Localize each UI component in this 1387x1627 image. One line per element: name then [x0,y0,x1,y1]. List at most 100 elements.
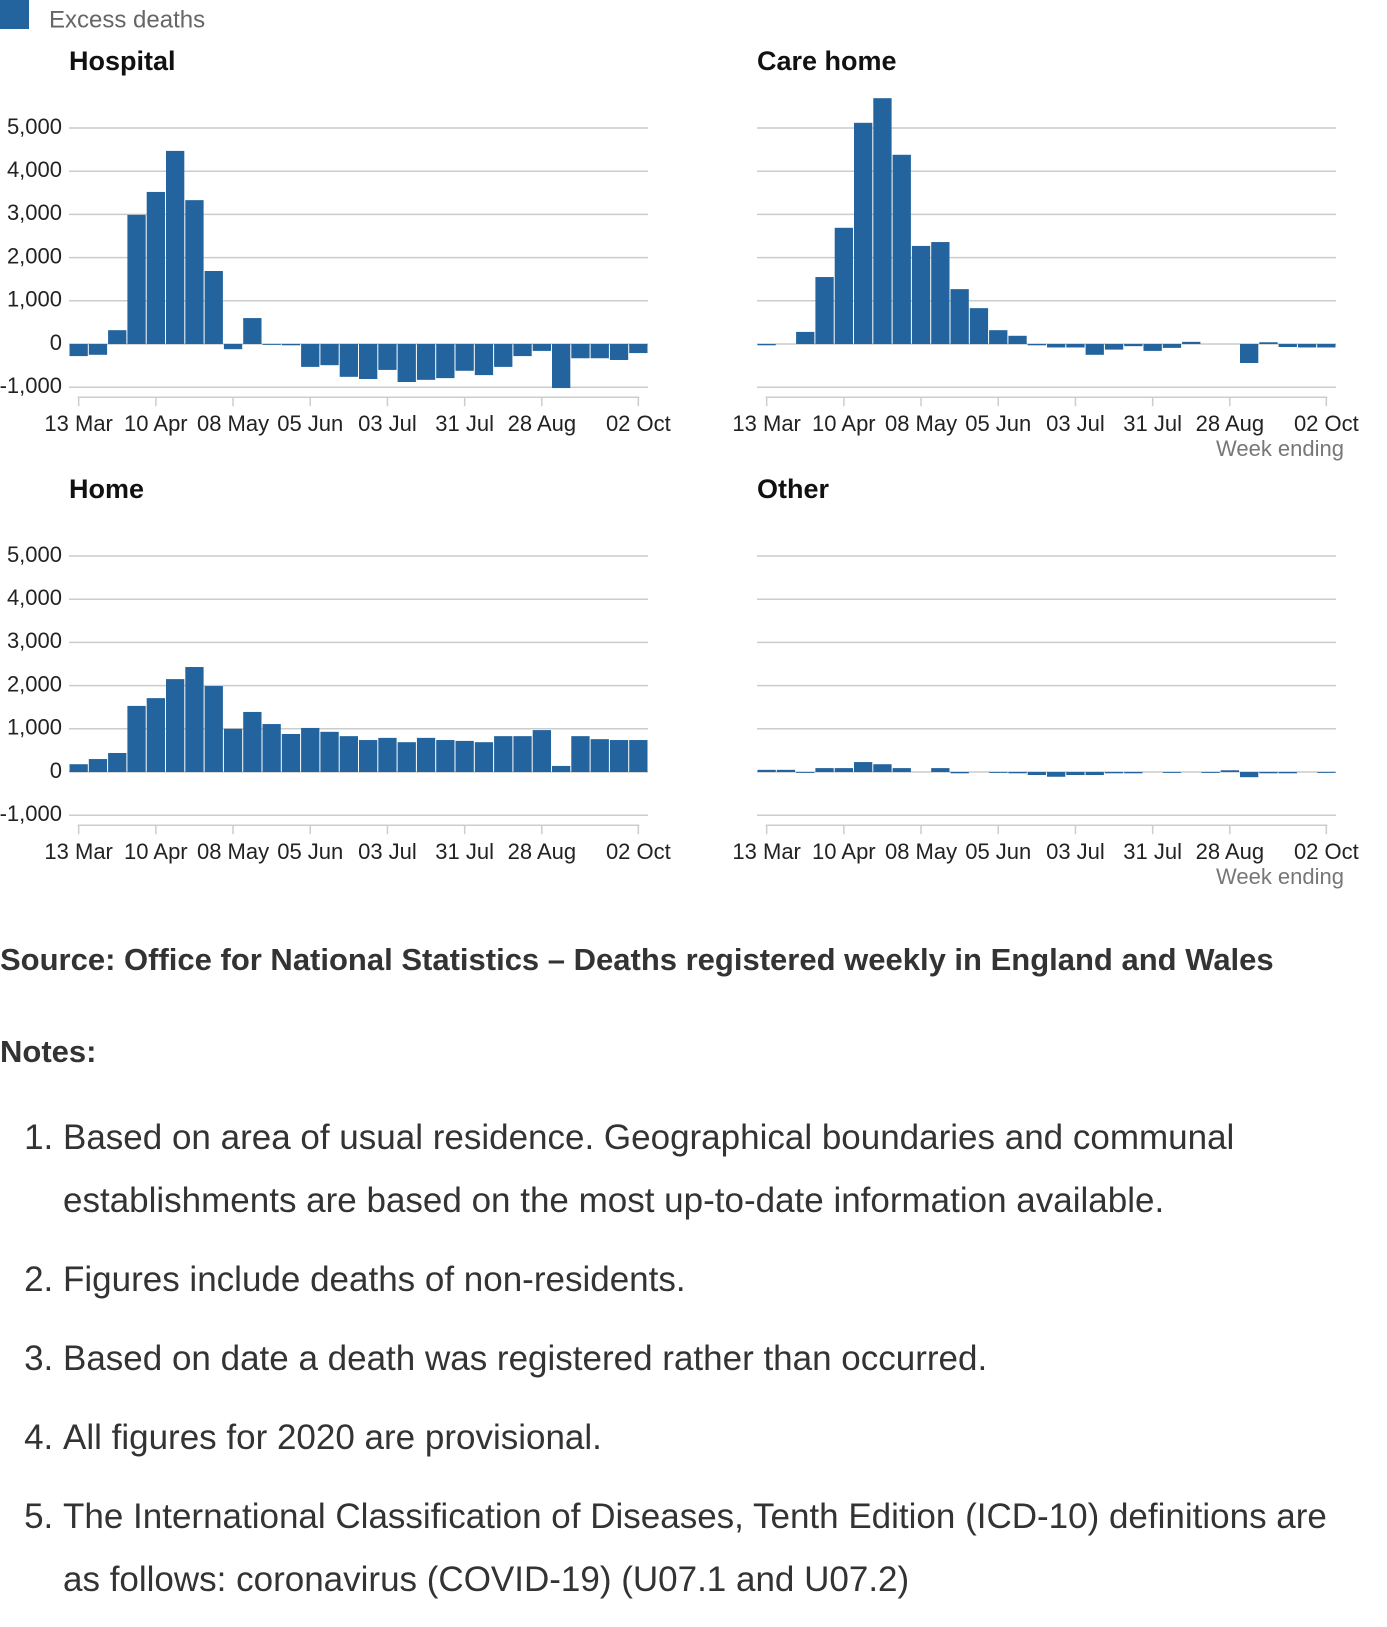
bar [1066,772,1085,776]
bar [88,759,108,772]
bar [204,686,223,772]
x-tick-label: 05 Jun [277,411,343,436]
x-tick-label: 08 May [885,411,957,436]
bar [474,742,494,772]
note: Based on date a death was registered rat… [63,1327,1363,1390]
bar [1162,772,1182,773]
bar [223,344,243,350]
bar [223,728,243,772]
bar [281,344,301,346]
note: The International Classification of Dise… [63,1485,1363,1611]
bar [397,344,416,383]
x-tick-label: 10 Apr [812,839,876,864]
bar [1066,344,1085,348]
bar [834,768,853,772]
bar [127,214,146,344]
x-tick-label: 10 Apr [124,839,188,864]
bar [243,711,262,772]
note: All figures for 2020 are provisional. [63,1406,1363,1469]
bar [1162,344,1182,348]
bar [185,667,204,772]
bar [1220,770,1239,772]
bar [834,227,853,344]
bar [629,344,648,354]
notes-section: Source: Office for National Statistics –… [0,934,1387,1627]
bar [262,724,281,772]
bar [1085,344,1104,355]
bar [911,245,931,344]
x-tick-label: 31 Jul [1123,839,1182,864]
x-tick-label: 28 Aug [1196,839,1265,864]
x-tick-label: 03 Jul [1046,839,1105,864]
bar [815,277,834,344]
bar [146,191,165,344]
bar [320,344,339,366]
source: Source: Office for National Statistics –… [0,942,1274,977]
bar [166,150,185,344]
bar [1259,342,1278,344]
bar [127,705,146,772]
bar [1008,772,1027,774]
note: Based on area of usual residence. Geogra… [63,1106,1363,1232]
bar [989,330,1008,344]
bar [378,344,397,370]
bar [989,772,1008,773]
bar [1317,344,1336,348]
y-tick-label: 1,000 [7,287,62,312]
bar [359,344,378,379]
bar [320,731,339,772]
bar [88,344,108,355]
x-tick-label: 02 Oct [1294,411,1359,436]
bar [378,737,397,772]
bar [1240,344,1259,364]
panel-title: Hospital [69,46,176,76]
y-tick-label: 1,000 [7,715,62,740]
bar [416,737,436,772]
x-tick-label: 13 Mar [44,839,112,864]
bar [108,752,127,772]
bar [552,765,571,772]
bar [1124,344,1143,347]
bar [494,736,513,772]
bar [416,344,436,380]
bar [776,769,796,772]
bar [1104,772,1124,774]
y-tick-label: 5,000 [7,114,62,139]
bar [931,768,950,772]
bar [532,344,551,351]
note: Figures include deaths of non-residents. [63,1248,1363,1311]
x-tick-label: 10 Apr [812,411,876,436]
bar [1278,772,1297,774]
chart-panel: Hospital -1,000 0 1,000 2,000 3,000 4,000 5,000… [0,46,671,436]
bar [854,122,873,344]
bar [474,344,494,376]
bar [69,344,88,357]
bar [436,344,455,379]
bar [243,318,262,344]
bar [950,772,969,774]
bar [359,740,378,772]
x-tick-label: 28 Aug [508,839,577,864]
bar [339,736,358,772]
bar [892,154,911,344]
bar [1297,344,1317,348]
x-tick-label: 03 Jul [1046,411,1105,436]
bar [1278,344,1297,348]
chart-panel: Care home 13 Mar 10 Apr 08 May 05 Jun 03 Jul 3… [732,46,1358,461]
x-tick-label: 02 Oct [1294,839,1359,864]
bar [108,330,127,344]
bar [532,730,551,772]
bar [757,769,776,772]
y-tick-label: 0 [50,758,62,783]
x-tick-label: 31 Jul [1123,411,1182,436]
bar [301,727,320,772]
bar [571,736,590,772]
y-tick-label: 2,000 [7,243,62,268]
bar [339,344,358,377]
x-tick-label: 31 Jul [435,411,494,436]
bar [757,344,776,346]
legend-swatch [0,0,29,29]
bar [873,98,892,344]
x-tick-label: 02 Oct [606,411,671,436]
bar [796,772,815,773]
